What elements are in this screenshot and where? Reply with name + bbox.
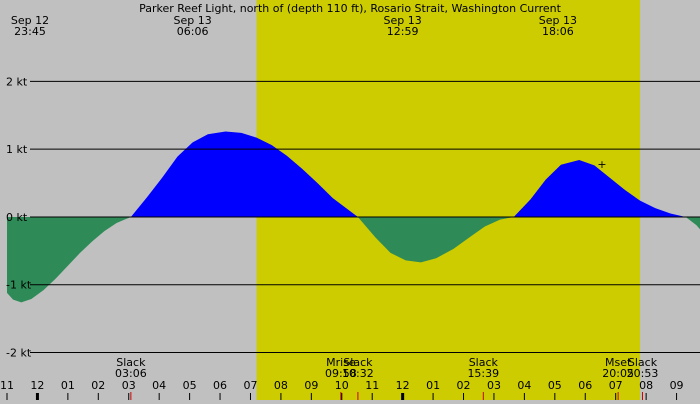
chart-title: Parker Reef Light, north of (depth 110 f… [139, 2, 562, 15]
header-time: 12:59 [387, 25, 419, 38]
hour-tick-label: 04 [517, 379, 531, 392]
event-labels: Slack03:06Mrise09:58Slack10:32Slack15:39… [115, 356, 658, 400]
header-time: 23:45 [14, 25, 46, 38]
hour-tick-label: 05 [548, 379, 562, 392]
event-time: 09:58 [325, 367, 357, 380]
hour-tick-label: 12 [30, 379, 44, 392]
hour-tick-label: 08 [639, 379, 653, 392]
hour-tick-label: 03 [122, 379, 136, 392]
y-tick-label: 0 kt [6, 211, 28, 224]
hour-tick-label: 01 [426, 379, 440, 392]
hour-tick-label: 07 [609, 379, 623, 392]
event-name: Slack [343, 356, 373, 369]
grid-lines [30, 80, 700, 354]
hour-tick-label: 08 [274, 379, 288, 392]
event-time: 10:32 [342, 367, 374, 380]
event-name: Slack [116, 356, 146, 369]
y-tick-label: -2 kt [6, 347, 32, 360]
hour-tick-label: 02 [457, 379, 471, 392]
event-time: 20:53 [627, 367, 659, 380]
y-tick-label: 2 kt [6, 75, 28, 88]
y-tick-label: 1 kt [6, 143, 28, 156]
header-date: Sep 13 [539, 14, 577, 27]
event-time: 15:39 [467, 367, 499, 380]
hour-tick-label: 02 [91, 379, 105, 392]
header-date: Sep 12 [11, 14, 49, 27]
event-time: 03:06 [115, 367, 147, 380]
hour-tick-label: 10 [335, 379, 349, 392]
y-tick-label: -1 kt [6, 279, 32, 292]
hour-tick-label: 07 [243, 379, 257, 392]
hour-tick-label: 11 [365, 379, 379, 392]
y-tick-labels: 2 kt 1 kt 0 kt -1 kt -2 kt [6, 75, 32, 359]
hour-tick-label: 11 [0, 379, 14, 392]
event-name: Mset [605, 356, 632, 369]
hour-tick-label: 01 [61, 379, 75, 392]
header-time: 18:06 [542, 25, 574, 38]
hour-tick-label: 04 [152, 379, 166, 392]
hour-tick-label: 06 [213, 379, 227, 392]
event-name: Slack [628, 356, 658, 369]
header-time: 06:06 [177, 25, 209, 38]
hour-tick-label: 09 [304, 379, 318, 392]
event-name: Mrise [326, 356, 356, 369]
current-fills [7, 131, 700, 303]
header-date: Sep 13 [174, 14, 212, 27]
hour-tick-label: 09 [670, 379, 684, 392]
hour-ticks: 11 12 01 02 03 04 05 06 07 08 09 10 11 12 01 02 03 04 05 06… [0, 379, 684, 400]
hour-tick-label: 03 [487, 379, 501, 392]
event-name: Slack [469, 356, 499, 369]
hour-tick-label: 06 [578, 379, 592, 392]
max-marker: + [597, 158, 606, 171]
header-date: Sep 13 [384, 14, 422, 27]
ebb-area [7, 216, 700, 303]
hour-tick-label: 12 [396, 379, 410, 392]
hour-tick-label: 05 [183, 379, 197, 392]
event-time: 20:05 [602, 367, 634, 380]
flood-area [7, 131, 700, 217]
